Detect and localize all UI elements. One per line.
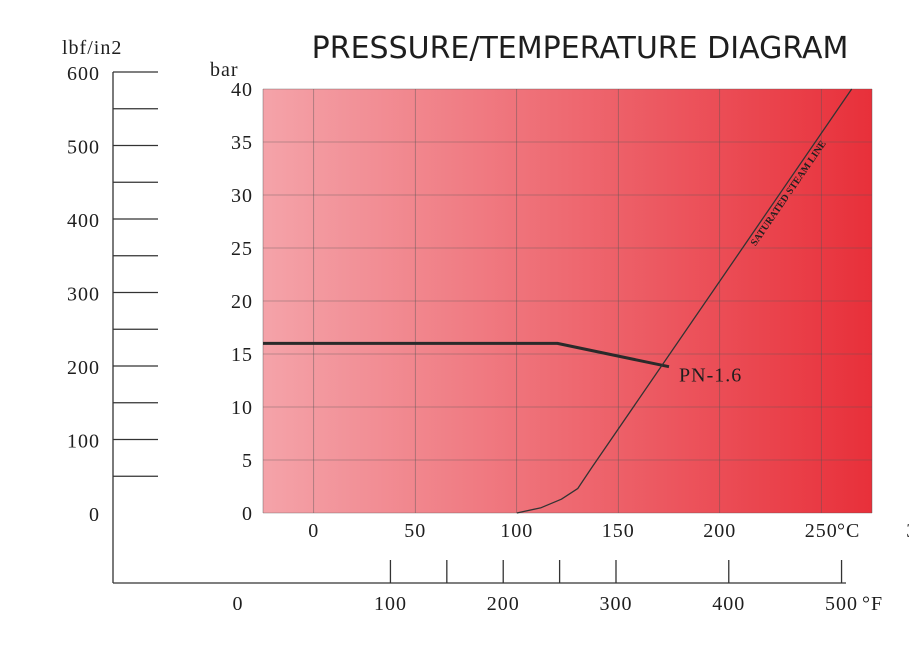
y-bar-tick-labels: 0 5 10 15 20 25 30 35 40 bbox=[231, 79, 253, 525]
series-line-saturated-steam-line bbox=[516, 88, 853, 514]
y-bar-tick-label: 40 bbox=[231, 79, 253, 101]
chart-title: PRESSURE/TEMPERATURE DIAGRAM bbox=[312, 31, 849, 66]
x-celsius-tick-label: 300 bbox=[906, 520, 909, 542]
y-bar-tick-label: 10 bbox=[231, 397, 253, 419]
y-psi-tick-label: 300 bbox=[67, 284, 100, 306]
x-celsius-tick-label: 100 bbox=[500, 520, 533, 542]
x-celsius-unit-label: °C bbox=[837, 520, 860, 542]
x-celsius-tick-labels: 0 50 100 150 200 250 300 bbox=[308, 520, 909, 542]
x-fahrenheit-tick-label: 500 bbox=[825, 593, 858, 615]
x-celsius-tick-label: 50 bbox=[404, 520, 426, 542]
y-bar-tick-label: 25 bbox=[231, 238, 253, 260]
series-label-pn-1-6: PN-1.6 bbox=[679, 365, 742, 387]
x-fahrenheit-tick-label: 100 bbox=[374, 593, 407, 615]
y-bar-tick-label: 15 bbox=[231, 344, 253, 366]
x-fahrenheit-tick-label: 200 bbox=[487, 593, 520, 615]
x-fahrenheit-tick-label: 0 bbox=[233, 593, 244, 615]
y-psi-axis-label: lbf/in2 bbox=[62, 37, 122, 59]
series-line-pn-1-6 bbox=[263, 341, 670, 369]
y-psi-tick-label: 400 bbox=[67, 210, 100, 232]
y-psi-tick-label: 200 bbox=[67, 357, 100, 379]
y-bar-axis-label: bar bbox=[210, 59, 239, 81]
x-celsius-tick-label: 200 bbox=[703, 520, 736, 542]
y-psi-tick-label: 500 bbox=[67, 137, 100, 159]
y-bar-tick-label: 30 bbox=[231, 185, 253, 207]
y-psi-ticks: 0 100 200 300 400 500 600 bbox=[67, 63, 158, 526]
x-celsius-tick-label: 150 bbox=[602, 520, 635, 542]
x-celsius-tick-label: 250 bbox=[805, 520, 838, 542]
y-bar-tick-label: 35 bbox=[231, 132, 253, 154]
x-celsius-tick-label: 0 bbox=[308, 520, 319, 542]
y-psi-tick-label: 100 bbox=[67, 431, 100, 453]
x-fahrenheit-tick-label: 300 bbox=[599, 593, 632, 615]
x-fahrenheit-tick-label: 400 bbox=[712, 593, 745, 615]
y-psi-tick-label: 600 bbox=[67, 63, 100, 85]
y-psi-tick-label: 0 bbox=[89, 504, 100, 526]
grid bbox=[262, 88, 873, 514]
y-bar-tick-label: 5 bbox=[242, 450, 253, 472]
y-bar-tick-label: 20 bbox=[231, 291, 253, 313]
y-bar-tick-label: 0 bbox=[242, 503, 253, 525]
x-fahrenheit-unit-label: °F bbox=[862, 593, 883, 615]
